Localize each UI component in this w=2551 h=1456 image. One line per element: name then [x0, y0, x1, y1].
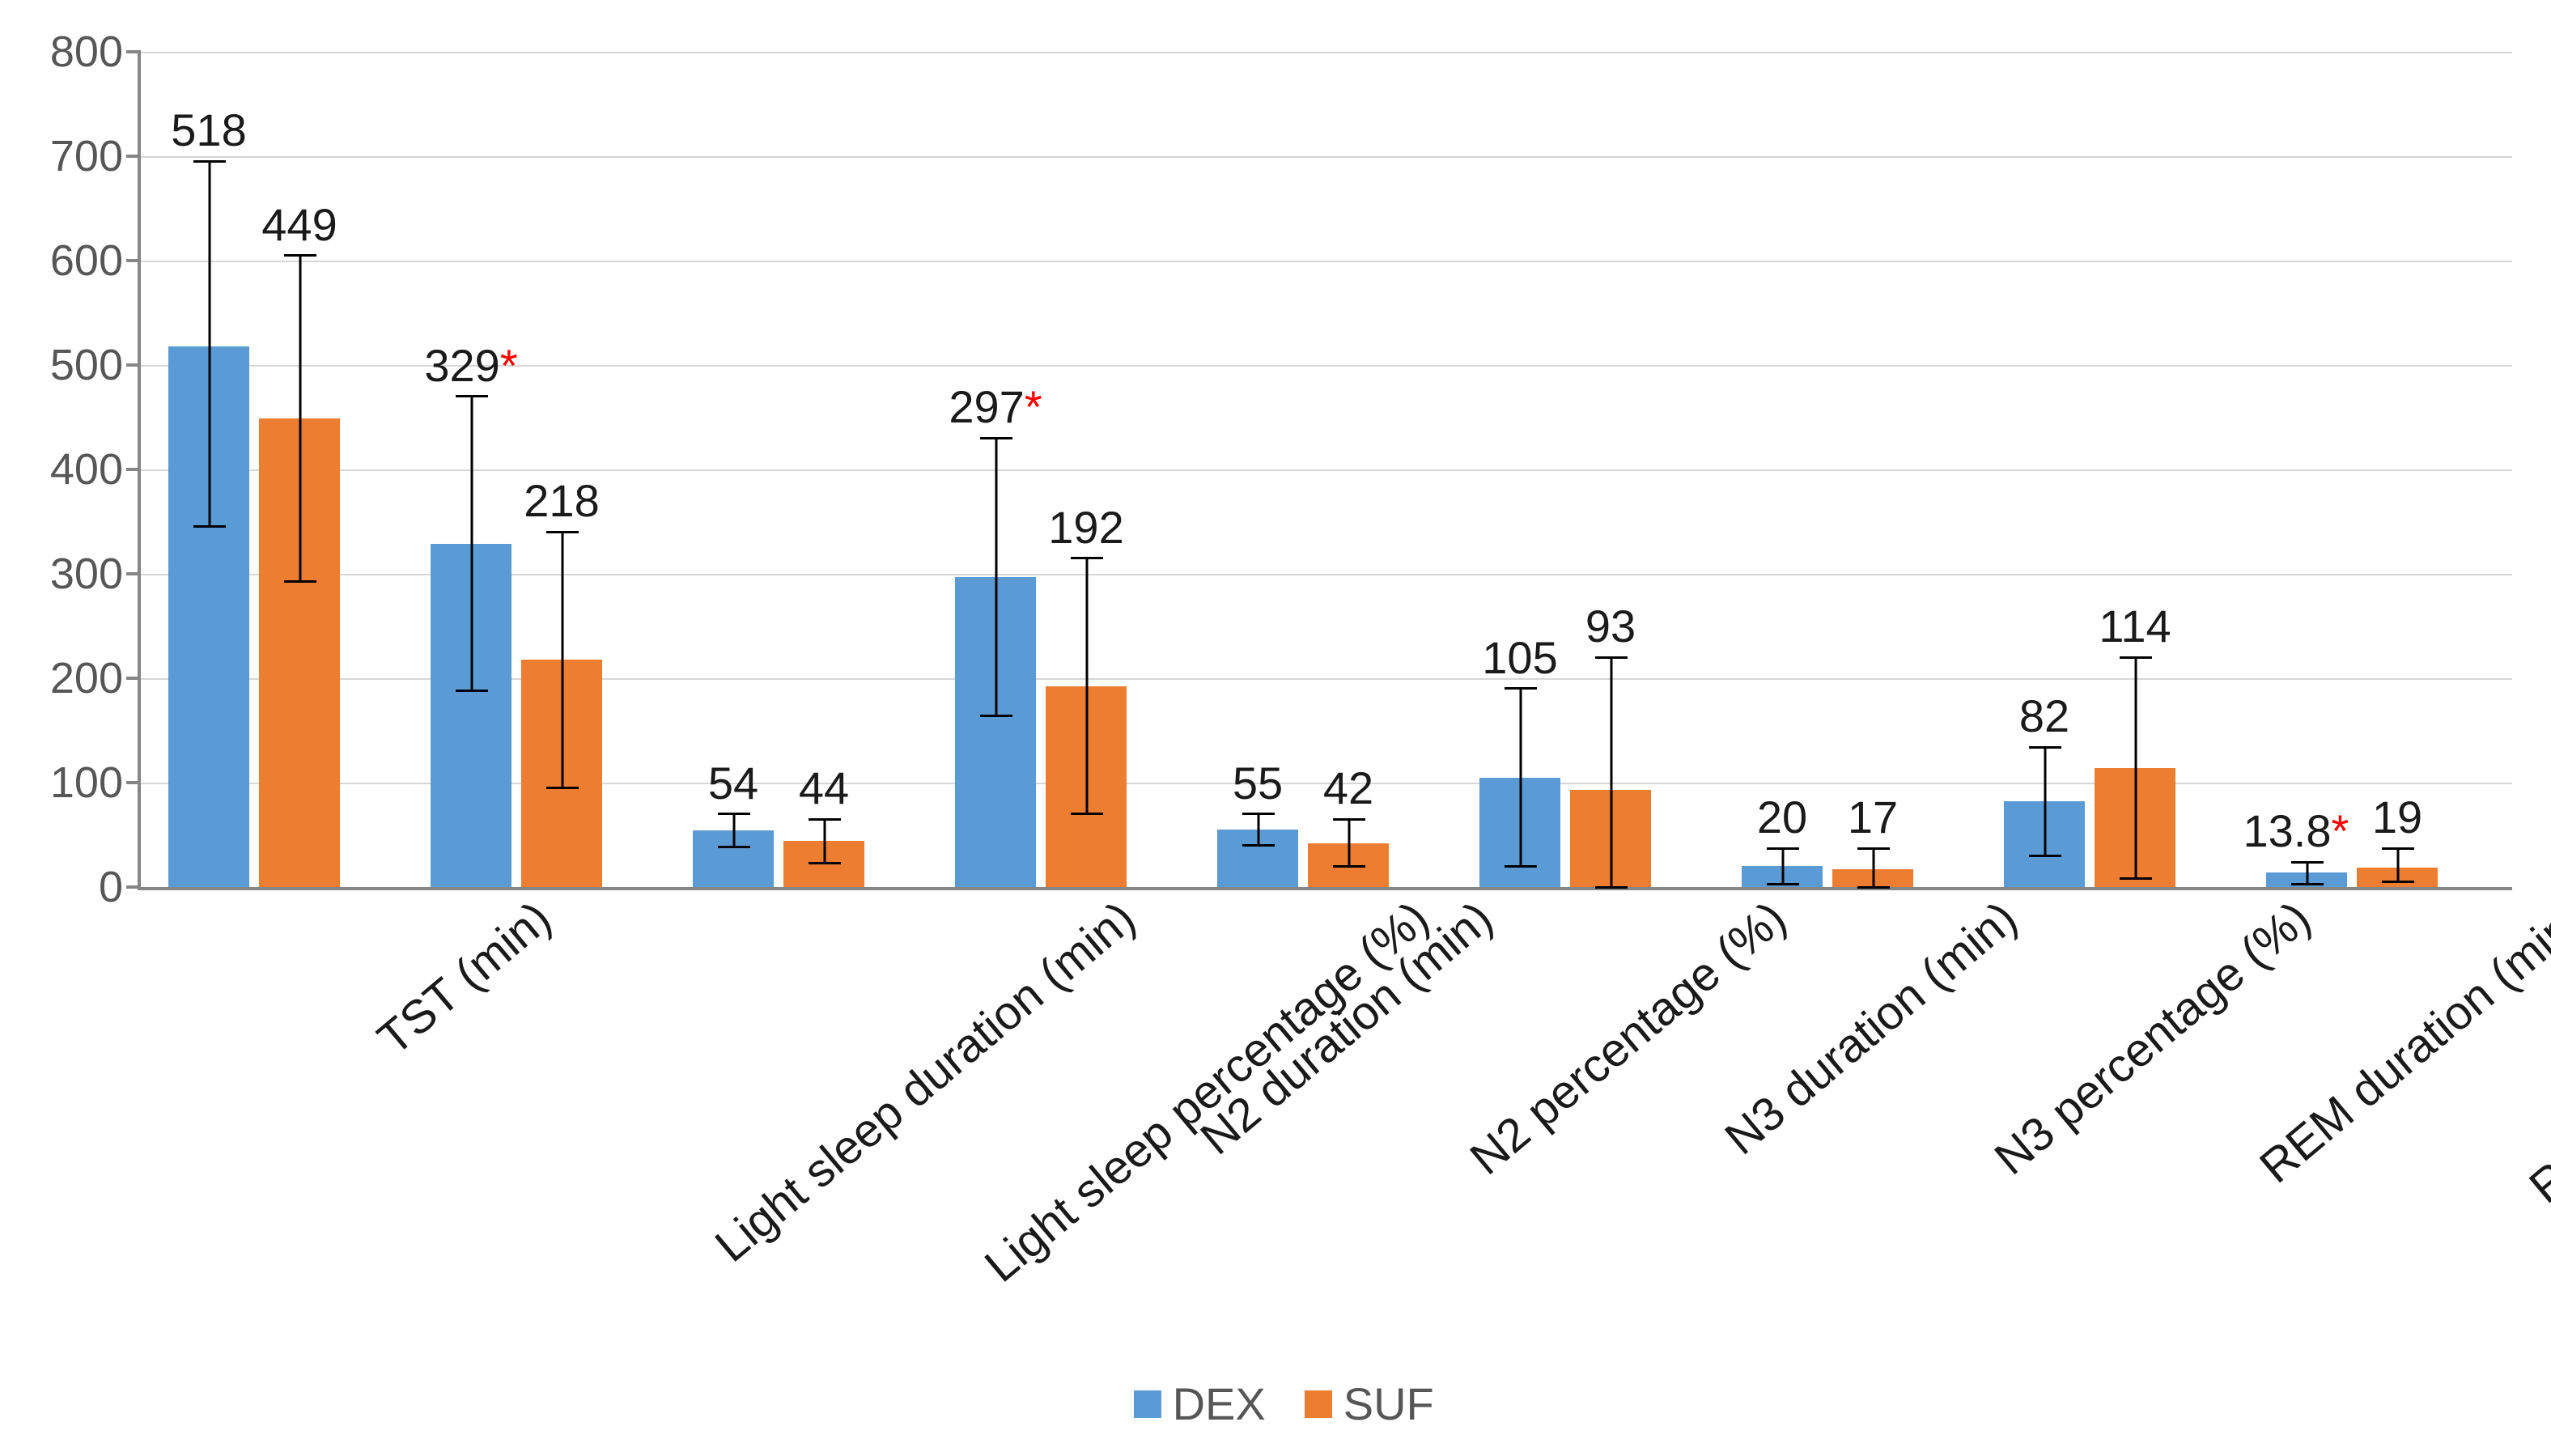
- value-label: 329*: [424, 339, 517, 392]
- y-axis-label: 100: [50, 758, 141, 808]
- value-label: 192: [1048, 501, 1123, 554]
- y-axis-label: 600: [50, 236, 141, 286]
- plot-area: 0100200300400500600700800518449TST (min)…: [138, 52, 2512, 890]
- value-label: 449: [261, 198, 337, 251]
- gridline: [141, 156, 2512, 158]
- value-label: 54: [708, 757, 758, 809]
- value-label: 44: [799, 762, 849, 814]
- significance-star: *: [1025, 381, 1042, 432]
- value-label: 19: [2372, 791, 2422, 843]
- value-label: 218: [524, 474, 599, 527]
- y-axis-label: 500: [50, 340, 141, 390]
- value-label: 518: [171, 104, 246, 156]
- y-axis-label: 800: [50, 27, 141, 77]
- legend-label: SUF: [1343, 1377, 1434, 1430]
- value-label: 42: [1323, 762, 1373, 814]
- value-label: 13.8*: [2243, 804, 2349, 857]
- value-label: 297*: [949, 380, 1042, 433]
- significance-star: *: [2332, 805, 2349, 856]
- value-label: 55: [1233, 757, 1283, 809]
- legend-label: DEX: [1173, 1377, 1266, 1430]
- y-axis-label: 300: [50, 549, 141, 599]
- sleep-chart: 0 100 200 300 400 500 600 700 800 518 449 TST (min)…: [0, 0, 2551, 1456]
- value-label: 105: [1482, 631, 1557, 684]
- value-label: 114: [2099, 600, 2171, 652]
- y-axis-label: 700: [50, 131, 141, 181]
- gridline: [141, 52, 2512, 53]
- y-axis-label: 200: [50, 653, 141, 703]
- y-axis-label: 400: [50, 444, 141, 495]
- legend-item: SUF: [1305, 1377, 1434, 1430]
- value-label: 17: [1848, 791, 1898, 843]
- legend-swatch: [1134, 1390, 1161, 1418]
- significance-star: *: [500, 340, 518, 391]
- x-axis-label: N2 duration (min): [1191, 891, 1503, 1165]
- legend-swatch: [1305, 1390, 1332, 1418]
- gridline: [141, 469, 2512, 471]
- value-label: 20: [1757, 791, 1807, 843]
- legend: DEX SUF: [1134, 1377, 1434, 1430]
- x-axis-label: TST (min): [367, 891, 562, 1066]
- y-axis-label: 0: [99, 862, 141, 912]
- value-label: 82: [2019, 690, 2069, 742]
- gridline: [141, 261, 2512, 262]
- value-label: 93: [1585, 600, 1636, 652]
- legend-item: DEX: [1134, 1377, 1266, 1430]
